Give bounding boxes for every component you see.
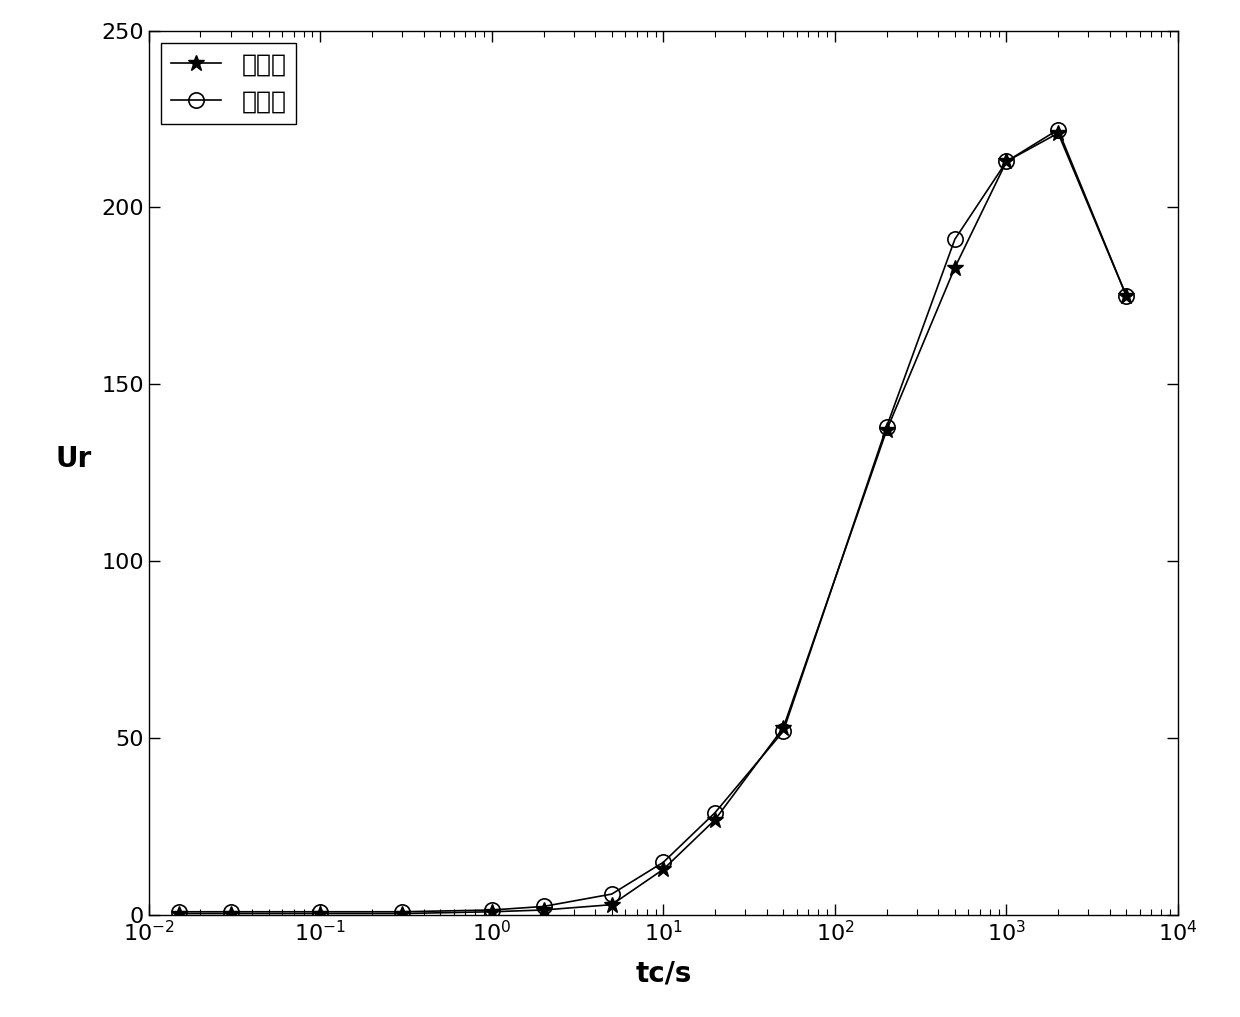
计算值 bbox=[604, 888, 619, 900]
Line: 计算值: 计算值 bbox=[171, 122, 1135, 919]
计算值 bbox=[656, 856, 671, 869]
计算值 bbox=[999, 156, 1014, 168]
测量值 bbox=[1050, 127, 1065, 139]
测量值 bbox=[776, 722, 791, 734]
测量值 bbox=[536, 904, 551, 916]
测量值 bbox=[223, 907, 238, 919]
测量值 bbox=[312, 907, 327, 919]
计算值 bbox=[1118, 290, 1133, 302]
测量值 bbox=[171, 907, 186, 919]
计算值 bbox=[776, 725, 791, 737]
计算值 bbox=[171, 906, 186, 918]
计算值 bbox=[947, 233, 962, 245]
计算值 bbox=[536, 900, 551, 912]
计算值 bbox=[223, 906, 238, 918]
测量值 bbox=[879, 424, 894, 436]
测量值 bbox=[485, 906, 500, 918]
测量值 bbox=[394, 907, 409, 919]
测量值 bbox=[947, 261, 962, 274]
计算值 bbox=[879, 421, 894, 433]
Y-axis label: Ur: Ur bbox=[56, 444, 92, 473]
计算值 bbox=[1050, 123, 1065, 135]
测量值 bbox=[604, 899, 619, 911]
测量值 bbox=[656, 863, 671, 876]
X-axis label: tc/s: tc/s bbox=[635, 959, 692, 988]
测量值 bbox=[708, 814, 723, 826]
计算值 bbox=[708, 806, 723, 819]
测量值 bbox=[999, 156, 1014, 168]
测量值 bbox=[1118, 290, 1133, 302]
Line: 测量值: 测量值 bbox=[171, 125, 1135, 921]
计算值 bbox=[394, 906, 409, 918]
Legend: 测量值, 计算值: 测量值, 计算值 bbox=[161, 43, 296, 123]
计算值 bbox=[312, 906, 327, 918]
计算值 bbox=[485, 904, 500, 916]
